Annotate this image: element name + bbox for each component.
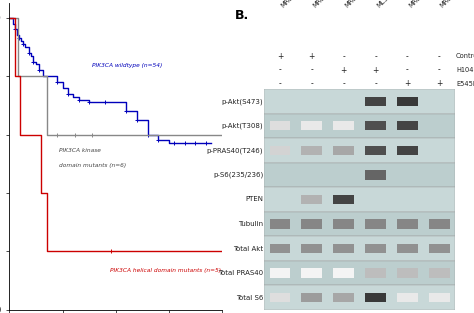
Text: H1047R: H1047R: [456, 67, 474, 73]
Text: -: -: [406, 66, 409, 74]
Bar: [333, 219, 354, 228]
Text: PIK3CA wildtype (n=54): PIK3CA wildtype (n=54): [92, 64, 163, 69]
Bar: [264, 261, 455, 285]
Text: MRC304: MRC304: [280, 0, 303, 9]
Text: Total Akt: Total Akt: [233, 245, 263, 252]
Bar: [270, 244, 290, 253]
Bar: [397, 219, 418, 228]
Bar: [429, 244, 450, 253]
Bar: [301, 146, 322, 155]
Text: p-Akt(S473): p-Akt(S473): [221, 98, 263, 105]
Text: p-S6(235/236): p-S6(235/236): [213, 172, 263, 178]
Bar: [270, 293, 290, 302]
Text: B.: B.: [235, 9, 249, 23]
Text: -: -: [438, 66, 441, 74]
Bar: [397, 244, 418, 253]
Text: Total PRAS40: Total PRAS40: [218, 270, 263, 276]
Text: Total S6: Total S6: [236, 295, 263, 300]
Text: ML397c: ML397c: [375, 0, 398, 9]
Text: MRC3736: MRC3736: [407, 0, 434, 9]
Text: MRC239: MRC239: [439, 0, 463, 9]
Text: Control: Control: [456, 54, 474, 59]
Bar: [264, 236, 455, 261]
Bar: [264, 114, 455, 138]
Bar: [301, 121, 322, 131]
Text: +: +: [340, 66, 347, 74]
Bar: [429, 219, 450, 228]
Bar: [270, 219, 290, 228]
Text: domain mutants (n=6): domain mutants (n=6): [59, 163, 127, 168]
Bar: [365, 146, 386, 155]
Bar: [270, 121, 290, 131]
Text: -: -: [406, 52, 409, 61]
Text: E545K: E545K: [456, 81, 474, 87]
Bar: [264, 187, 455, 212]
Text: -: -: [342, 80, 345, 88]
Text: +: +: [436, 80, 442, 88]
Bar: [365, 97, 386, 106]
Bar: [301, 269, 322, 278]
Bar: [365, 121, 386, 131]
Text: -: -: [342, 52, 345, 61]
Bar: [270, 146, 290, 155]
Text: +: +: [404, 80, 410, 88]
Bar: [333, 244, 354, 253]
Text: p-Akt(T308): p-Akt(T308): [221, 123, 263, 129]
Bar: [333, 293, 354, 302]
Text: -: -: [374, 52, 377, 61]
Text: PIK3CA kinase: PIK3CA kinase: [59, 148, 101, 153]
Bar: [264, 212, 455, 236]
Bar: [270, 269, 290, 278]
Text: -: -: [374, 80, 377, 88]
Bar: [365, 219, 386, 228]
Bar: [333, 146, 354, 155]
Bar: [333, 121, 354, 131]
Bar: [397, 269, 418, 278]
Bar: [264, 89, 455, 114]
Text: Tubulin: Tubulin: [238, 221, 263, 227]
Bar: [397, 293, 418, 302]
Text: p-PRAS40(T246): p-PRAS40(T246): [207, 147, 263, 154]
Bar: [429, 293, 450, 302]
Text: MRC676: MRC676: [344, 0, 367, 9]
Text: -: -: [438, 52, 441, 61]
Text: PIK3CA helical domain mutants (n=5): PIK3CA helical domain mutants (n=5): [110, 268, 221, 273]
Bar: [264, 138, 455, 163]
Bar: [264, 285, 455, 310]
Text: +: +: [309, 52, 315, 61]
Bar: [301, 244, 322, 253]
Bar: [333, 269, 354, 278]
Text: -: -: [310, 66, 313, 74]
Text: +: +: [277, 52, 283, 61]
Bar: [365, 269, 386, 278]
Bar: [333, 195, 354, 204]
Bar: [365, 170, 386, 180]
Bar: [397, 146, 418, 155]
Text: -: -: [279, 66, 281, 74]
Text: MRC644: MRC644: [312, 0, 335, 9]
Text: -: -: [310, 80, 313, 88]
Bar: [301, 293, 322, 302]
Bar: [301, 195, 322, 204]
Bar: [429, 269, 450, 278]
Text: -: -: [279, 80, 281, 88]
Bar: [301, 219, 322, 228]
Text: +: +: [373, 66, 379, 74]
Bar: [365, 244, 386, 253]
Bar: [365, 293, 386, 302]
Bar: [397, 97, 418, 106]
Text: PTEN: PTEN: [245, 197, 263, 203]
Bar: [397, 121, 418, 131]
Bar: [264, 163, 455, 187]
